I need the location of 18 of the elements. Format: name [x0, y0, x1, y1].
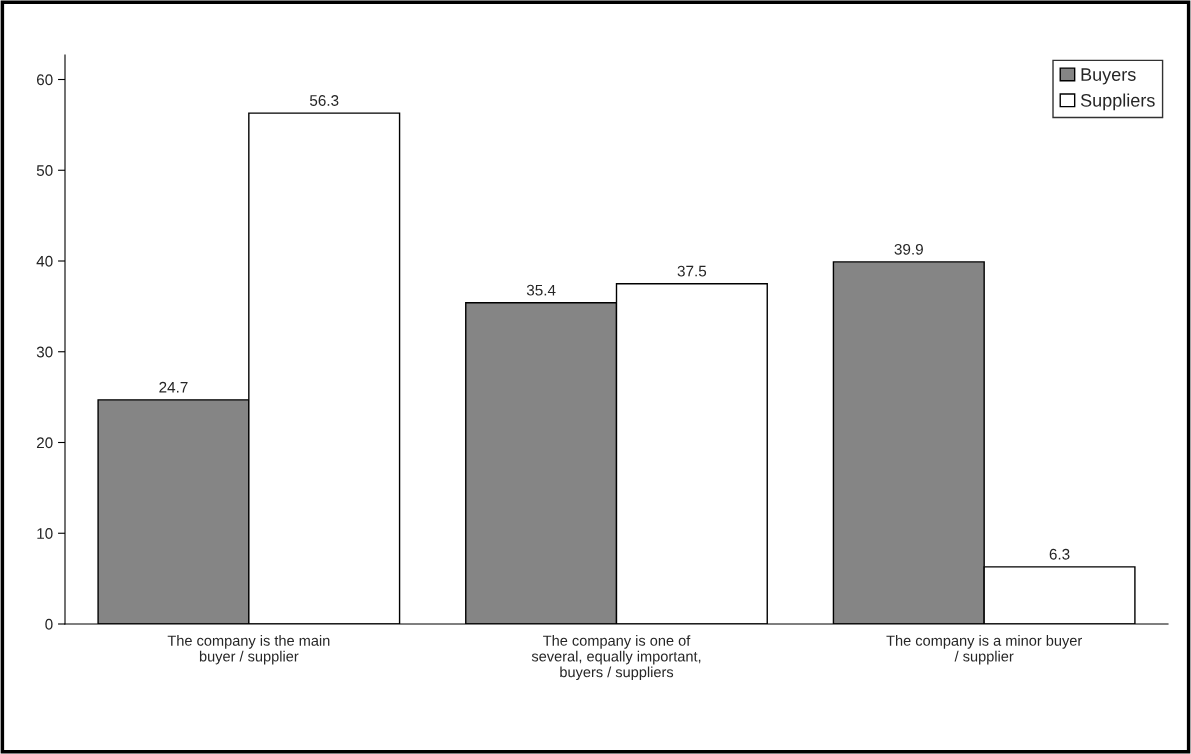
y-tick-label: 40	[36, 255, 53, 267]
data-label: 35.4	[526, 284, 556, 296]
y-tick-label: 50	[36, 165, 53, 176]
y-tick-label: 20	[36, 437, 53, 449]
x-tick-label: The company is one of several, equally important, buyers / suppliers	[531, 635, 701, 681]
y-tick-label: 30	[36, 346, 53, 358]
data-label: 39.9	[894, 243, 923, 255]
x-tick-label: The company is the main buyer / supplier	[167, 635, 330, 665]
y-tick-label: 60	[36, 74, 53, 86]
data-label: 37.5	[677, 265, 707, 277]
data-label: 6.3	[1049, 548, 1070, 560]
y-tick-label: 0	[45, 618, 53, 630]
data-label: 24.7	[159, 381, 188, 393]
x-tick-label: The company is a minor buyer / supplier	[886, 635, 1083, 665]
data-label: 56.3	[309, 95, 339, 106]
legend-label: Buyers	[1081, 68, 1136, 85]
legend-label: Suppliers	[1080, 93, 1155, 111]
y-tick-label: 10	[37, 528, 53, 539]
